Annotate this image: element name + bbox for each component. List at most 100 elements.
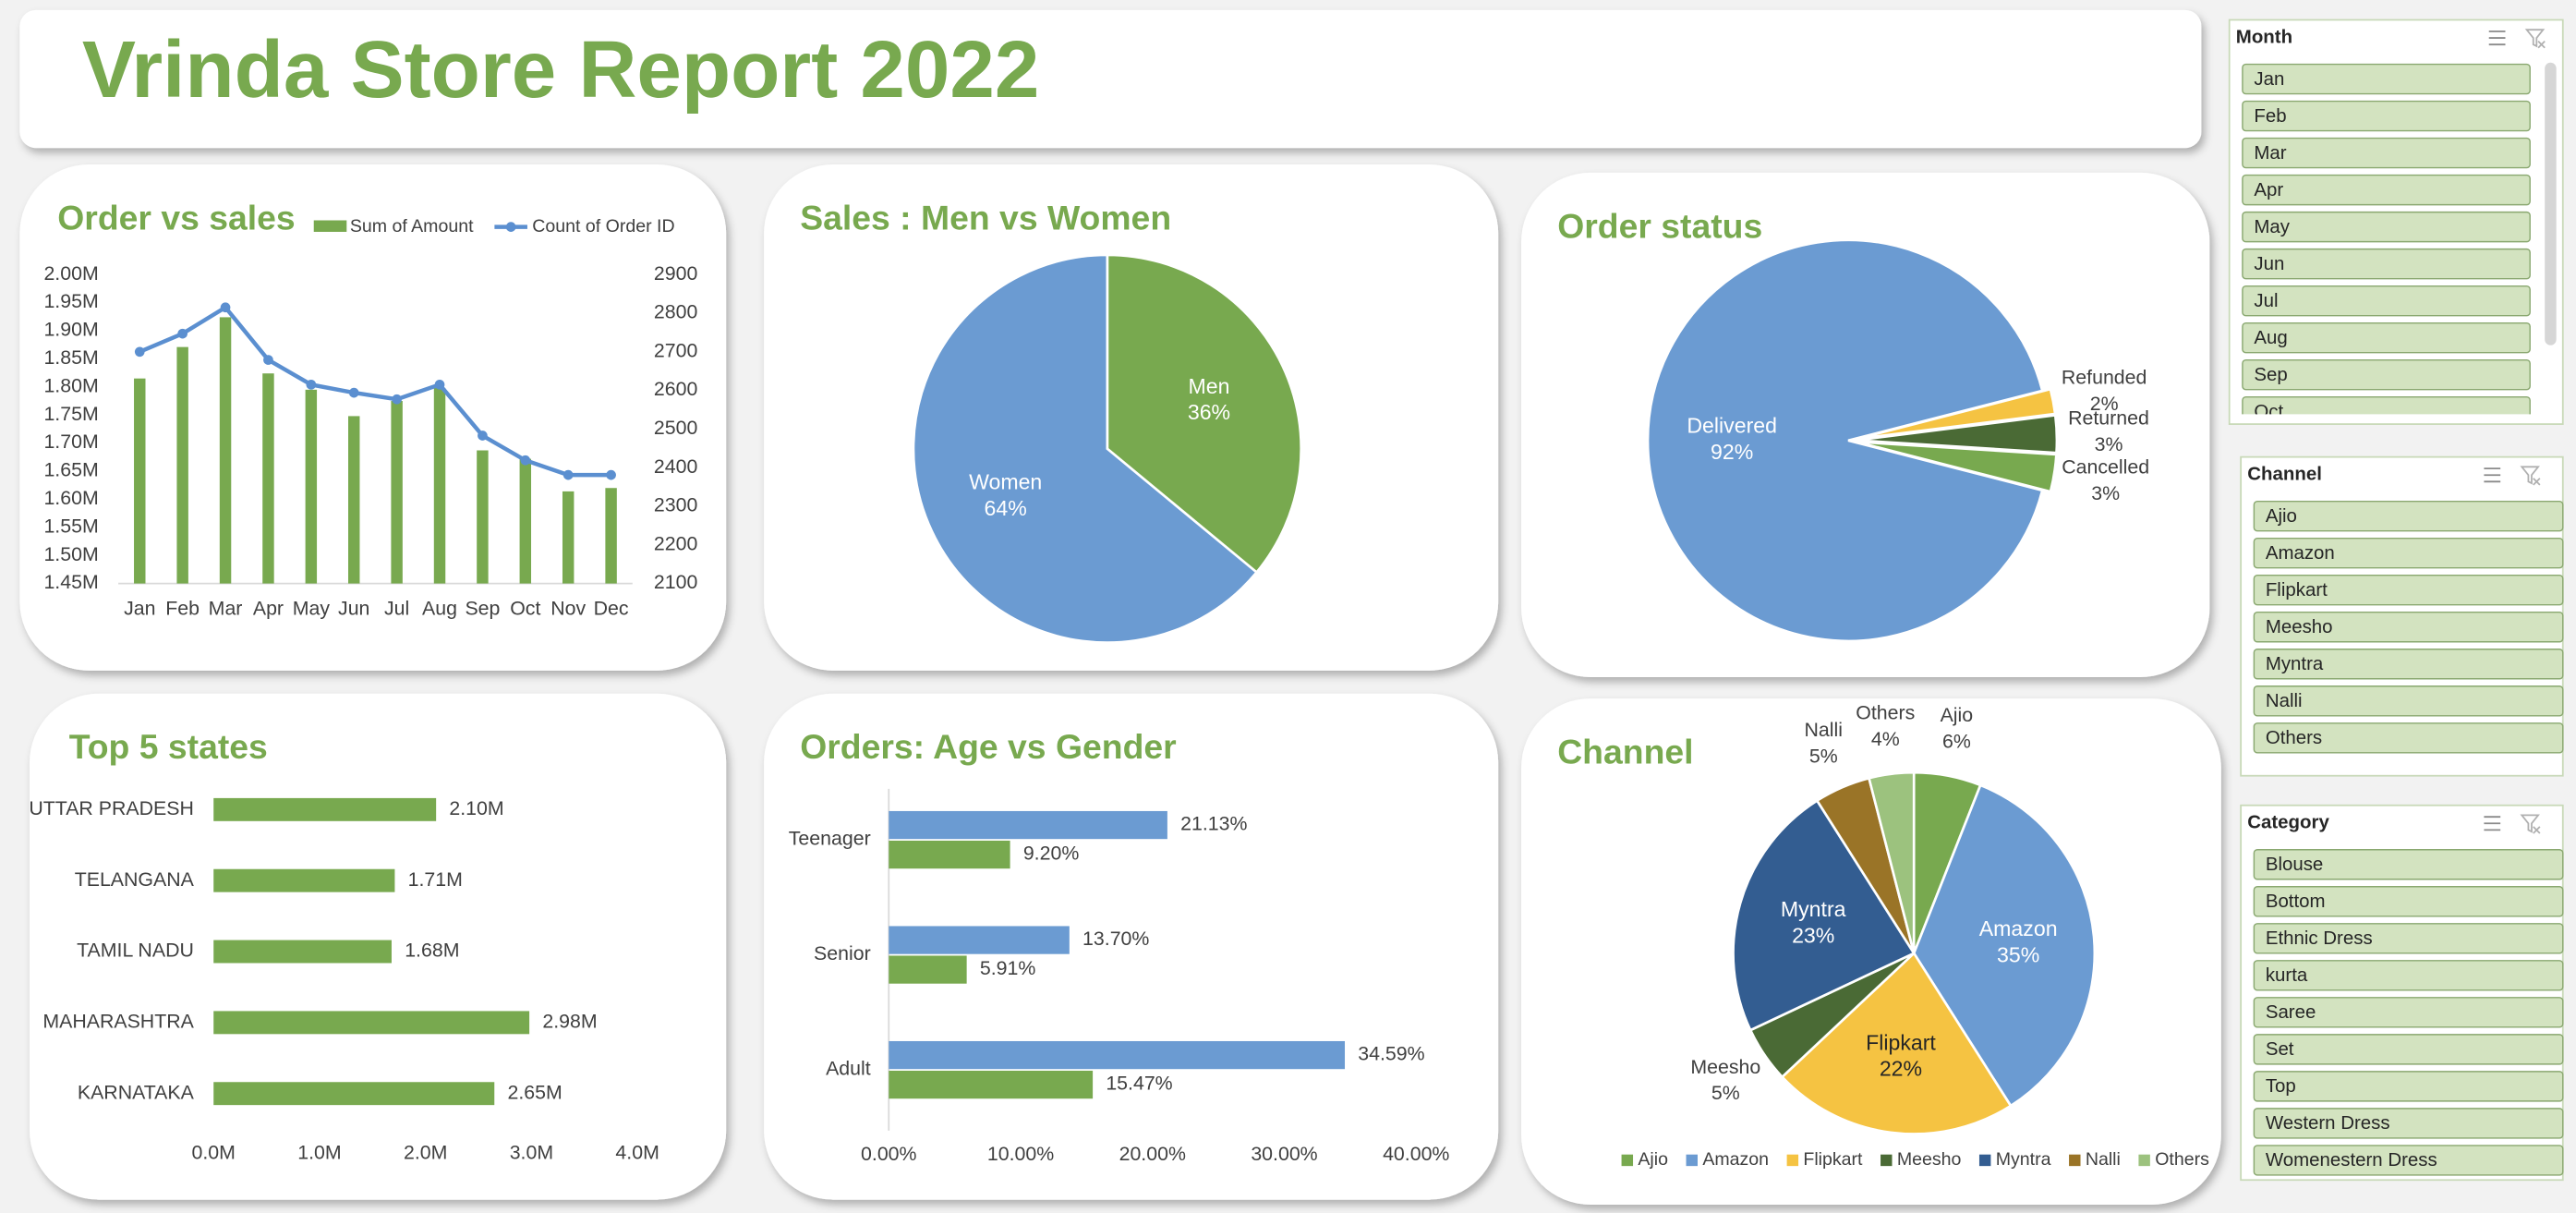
clear-filter-icon[interactable] — [2520, 466, 2541, 486]
slicer-item[interactable] — [2253, 960, 2564, 991]
slicer-item-label: Others — [2266, 727, 2322, 748]
bar — [134, 378, 146, 584]
x-tick-label: Nov — [550, 598, 586, 620]
slicer-item[interactable] — [2253, 649, 2564, 680]
slicer-item[interactable] — [2242, 137, 2531, 169]
bar — [213, 797, 437, 821]
slicer-item[interactable] — [2253, 1145, 2564, 1176]
y-tick-label: 1.75M — [43, 403, 98, 425]
pie-slice — [1912, 783, 2097, 1108]
card — [19, 164, 727, 671]
legend-label: Nalli — [2086, 1149, 2121, 1170]
bar — [889, 955, 967, 984]
value-label: 15.47% — [1106, 1073, 1172, 1095]
slicer-item[interactable] — [2253, 886, 2564, 917]
slicer-item-label: Flipkart — [2266, 579, 2328, 600]
slice-value-label: 3% — [2091, 482, 2120, 504]
bar — [433, 388, 446, 584]
multi-select-icon[interactable] — [2484, 467, 2501, 483]
y-tick-label: Teenager — [789, 828, 871, 850]
value-label: 1.68M — [405, 940, 459, 962]
slicer-item[interactable] — [2242, 248, 2531, 280]
report-title: Vrinda Store Report 2022 — [82, 25, 1039, 115]
line — [139, 304, 611, 478]
slicer-item[interactable] — [2253, 574, 2564, 606]
slicer-item-label: Womenestern Dress — [2266, 1149, 2437, 1171]
legend-label: Amazon — [1702, 1149, 1769, 1170]
slicer-item[interactable] — [2242, 63, 2531, 95]
y-tick-label: 1.60M — [43, 487, 98, 509]
slicer-item[interactable] — [2253, 1108, 2564, 1139]
multi-select-icon[interactable] — [2488, 30, 2506, 46]
slicer-item[interactable] — [2253, 537, 2564, 569]
y-tick-label: 2.00M — [43, 262, 98, 285]
slicer-item[interactable] — [2242, 321, 2531, 354]
slicer-item[interactable] — [2253, 923, 2564, 954]
slice-value-label: 4% — [1871, 728, 1900, 750]
legend-label: Flipkart — [1803, 1149, 1863, 1170]
slicer-item[interactable] — [2242, 358, 2531, 391]
y2-tick-label: 2300 — [654, 494, 698, 516]
slicer-item-label: May — [2254, 216, 2290, 237]
header-panel — [19, 9, 2202, 149]
x-tick-label: Jul — [384, 598, 409, 620]
line-marker — [177, 328, 187, 339]
y-tick-label: 1.95M — [43, 290, 98, 312]
slicer-item[interactable] — [2253, 1071, 2564, 1102]
slicer-item[interactable] — [2253, 685, 2564, 717]
slicer-item[interactable] — [2242, 174, 2531, 206]
slicer-item[interactable] — [2242, 396, 2531, 427]
line-marker — [263, 355, 273, 365]
y2-tick-label: 2400 — [654, 455, 698, 478]
slicer-item[interactable] — [2253, 612, 2564, 643]
x-tick-label: 40.00% — [1383, 1143, 1449, 1165]
value-label: 2.65M — [507, 1081, 562, 1103]
slicer-title: Month — [2236, 26, 2292, 47]
x-tick-label: Jun — [338, 598, 369, 620]
x-tick-label: 20.00% — [1119, 1143, 1186, 1165]
slice-label: Myntra — [1781, 897, 1846, 921]
slicer-item-label: Feb — [2254, 105, 2286, 127]
slicer-item-label: Top — [2266, 1075, 2296, 1097]
line-marker — [220, 302, 231, 313]
pie-slice — [1780, 951, 2013, 1135]
pie-slice — [1867, 770, 1916, 954]
slicer-item[interactable] — [2242, 211, 2531, 243]
slicer-item[interactable] — [2253, 722, 2564, 754]
y-tick-label: 1.45M — [43, 571, 98, 593]
slice-label: Meesho — [1690, 1056, 1760, 1078]
clear-filter-icon[interactable] — [2524, 29, 2546, 49]
slicer-item[interactable] — [2242, 100, 2531, 132]
y-tick-label: UTTAR PRADESH — [29, 797, 194, 819]
chart-title: Orders: Age vs Gender — [800, 727, 1176, 766]
pie-slice — [1856, 440, 2058, 493]
slicer-item-label: Myntra — [2266, 653, 2324, 674]
slicer-item-label: Ajio — [2266, 505, 2297, 527]
y2-tick-label: 2200 — [654, 532, 698, 554]
slicer-item-label: Apr — [2254, 179, 2283, 200]
slice-value-label: 5% — [1809, 745, 1838, 767]
slicer-item[interactable] — [2253, 997, 2564, 1028]
line-marker — [562, 469, 574, 480]
slicer-item-label: Sep — [2254, 364, 2287, 385]
slice-label: Delivered — [1687, 414, 1777, 438]
clear-filter-icon[interactable] — [2520, 814, 2541, 834]
slicer-item[interactable] — [2253, 1034, 2564, 1065]
slicer-title: Category — [2247, 812, 2329, 833]
y-tick-label: TELANGANA — [75, 868, 195, 891]
slicer-item-label: Amazon — [2266, 542, 2335, 564]
y2-tick-label: 2900 — [654, 262, 698, 285]
chart-title: Channel — [1557, 732, 1693, 770]
slicer-item[interactable] — [2253, 500, 2564, 532]
slice-value-label: 35% — [1997, 942, 2039, 966]
multi-select-icon[interactable] — [2484, 816, 2501, 831]
line-marker — [306, 379, 317, 390]
slicer-item[interactable] — [2253, 849, 2564, 880]
slicer-item-label: Blouse — [2266, 854, 2324, 875]
slicer-item[interactable] — [2242, 285, 2531, 317]
line-marker — [478, 431, 488, 441]
line-marker — [606, 469, 616, 480]
legend-label: Sum of Amount — [350, 216, 474, 237]
value-label: 2.98M — [542, 1011, 597, 1033]
